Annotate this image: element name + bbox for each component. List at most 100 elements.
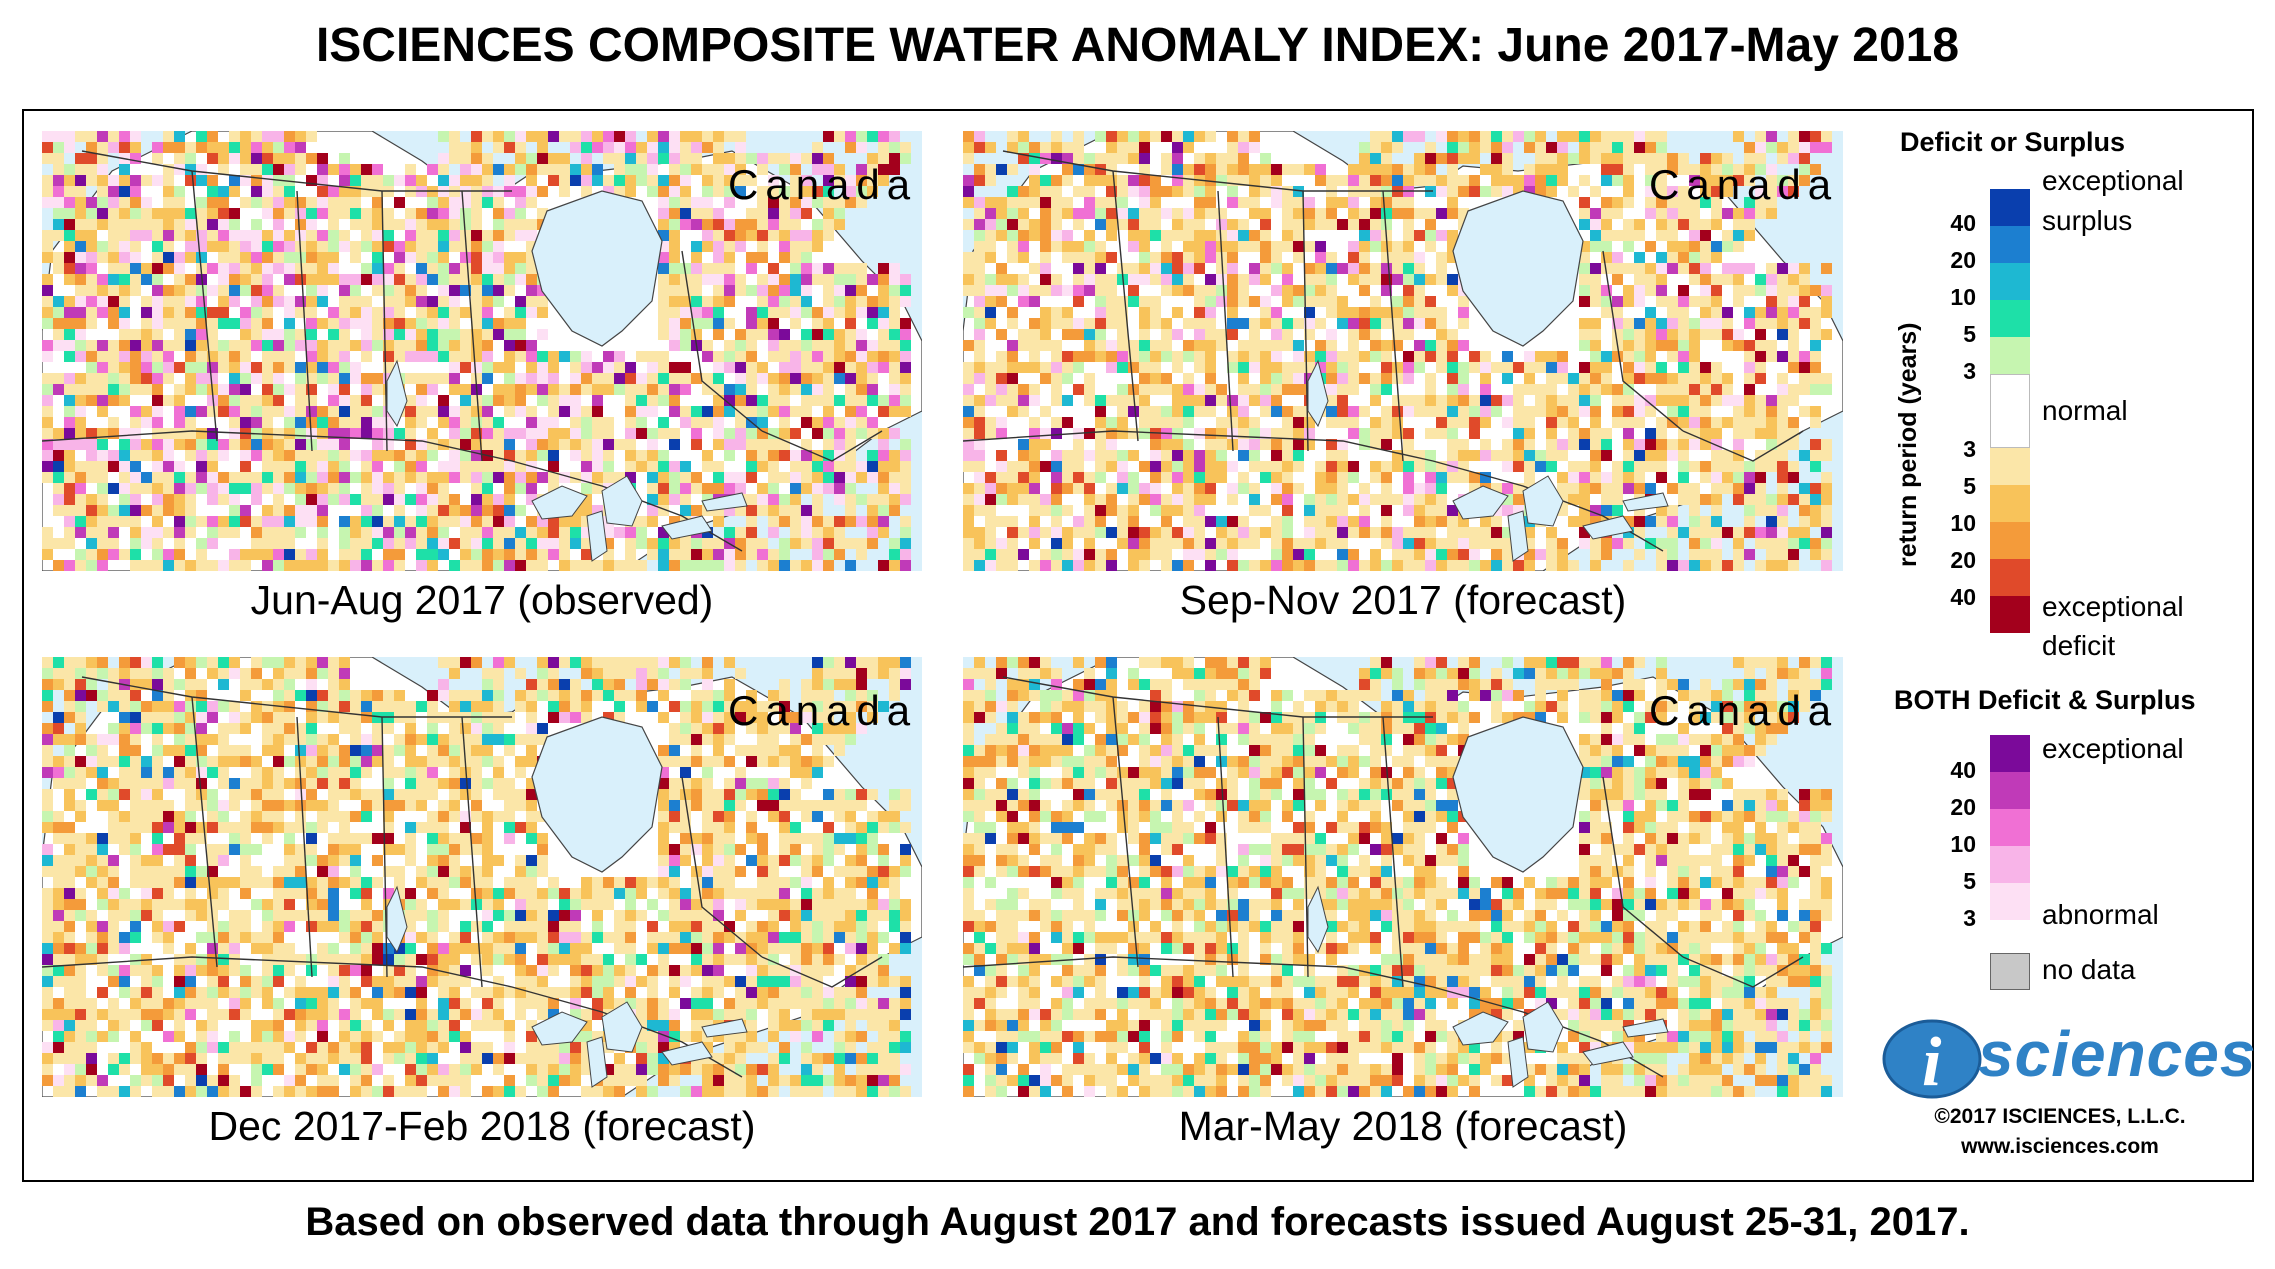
lake-huron bbox=[601, 475, 643, 527]
lake-erie bbox=[1582, 1041, 1634, 1066]
province-border bbox=[1602, 776, 1684, 958]
lake-michigan bbox=[1507, 510, 1529, 562]
legend-heading-deficit-surplus: Deficit or Surplus bbox=[1900, 127, 2126, 157]
map-anomaly-cells bbox=[42, 131, 911, 571]
legend-swatch-deficit-4 bbox=[1990, 559, 2030, 596]
legend-swatch-deficit-1 bbox=[1990, 448, 2030, 485]
legend: Deficit or Surplus return period (years)… bbox=[1880, 125, 2240, 1175]
province-border bbox=[1382, 716, 1404, 988]
legend-swatch-both-5 bbox=[1990, 883, 2030, 920]
legend-deficit-label-top: exceptional bbox=[2042, 591, 2184, 622]
legend-both-label-bottom: abnormal bbox=[2042, 899, 2159, 930]
province-border bbox=[1682, 956, 1804, 988]
website-link[interactable]: www.isciences.com bbox=[1961, 1135, 2159, 1158]
logo-i-icon: i bbox=[1882, 1019, 1982, 1101]
lake-superior bbox=[1452, 1011, 1509, 1046]
legend-swatch-surplus-5 bbox=[1990, 337, 2030, 374]
lake-winnipeg bbox=[386, 359, 408, 428]
lake-erie bbox=[661, 515, 713, 540]
lake-ontario bbox=[701, 492, 748, 512]
logo-text: sciences bbox=[1978, 1018, 2257, 1090]
isciences-logo: i sciences bbox=[1880, 1015, 2255, 1105]
legend-surplus-label-top: exceptional bbox=[2042, 165, 2184, 196]
canada-anomaly-map bbox=[963, 131, 1843, 571]
province-border bbox=[681, 250, 763, 432]
legend-swatch-deficit-2 bbox=[1990, 485, 2030, 522]
province-border bbox=[296, 190, 313, 452]
legend-swatch-deficit-3 bbox=[1990, 522, 2030, 559]
region-label: Canada bbox=[1649, 687, 1839, 734]
lake-superior bbox=[531, 485, 588, 520]
province-border bbox=[81, 676, 512, 718]
lake-superior bbox=[531, 1011, 588, 1046]
province-border bbox=[963, 956, 1664, 1078]
lake-ontario bbox=[701, 1018, 748, 1038]
legend-tick: 5 bbox=[1963, 868, 1976, 894]
legend-tick: 5 bbox=[1963, 473, 1976, 499]
canada-anomaly-map bbox=[42, 657, 922, 1097]
lake-michigan bbox=[1507, 1036, 1529, 1088]
province-border bbox=[461, 190, 483, 462]
panel-caption: Dec 2017-Feb 2018 (forecast) bbox=[208, 1103, 756, 1149]
legend-deficit-label-bottom: deficit bbox=[2042, 630, 2116, 661]
lake-huron bbox=[1522, 475, 1564, 527]
legend-swatch-surplus-3 bbox=[1990, 263, 2030, 300]
province-border bbox=[461, 716, 483, 988]
lake-ontario bbox=[1622, 492, 1669, 512]
legend-tick: 3 bbox=[1963, 436, 1976, 462]
province-border bbox=[381, 716, 388, 978]
legend-tick: 10 bbox=[1950, 831, 1976, 857]
map-panel-sep-nov-2017: Canada bbox=[963, 131, 1843, 571]
legend-normal-label: normal bbox=[2042, 395, 2128, 426]
map-anomaly-cells bbox=[42, 657, 911, 1097]
province-border bbox=[1002, 150, 1433, 192]
region-label: Canada bbox=[1649, 161, 1839, 208]
copyright-text: ©2017 ISCIENCES, L.L.C. bbox=[1934, 1105, 2186, 1128]
legend-surplus-label-bottom: surplus bbox=[2042, 205, 2133, 236]
legend-tick: 3 bbox=[1963, 905, 1976, 931]
hudson-bay bbox=[1452, 716, 1584, 873]
map-panel-dec-feb-2018: Canada bbox=[42, 657, 922, 1097]
province-border bbox=[681, 776, 763, 958]
lake-winnipeg bbox=[1307, 359, 1329, 428]
province-border bbox=[1682, 430, 1804, 462]
logo-letter: i bbox=[1922, 1024, 1942, 1101]
map-panel-jun-aug-2017: Canada bbox=[42, 131, 922, 571]
legend-tick: 20 bbox=[1950, 247, 1976, 273]
province-border bbox=[1302, 190, 1309, 452]
province-border bbox=[42, 430, 743, 552]
legend-tick: 20 bbox=[1950, 794, 1976, 820]
map-anomaly-cells bbox=[963, 657, 1832, 1097]
canada-anomaly-map bbox=[963, 657, 1843, 1097]
panel-caption: Sep-Nov 2017 (forecast) bbox=[1179, 577, 1627, 623]
region-label: Canada bbox=[728, 161, 918, 208]
province-border bbox=[81, 150, 512, 192]
legend-swatch-normal bbox=[1990, 374, 2030, 448]
figure-frame bbox=[22, 109, 2254, 1182]
lake-superior bbox=[1452, 485, 1509, 520]
map-panel-mar-may-2018: Canada bbox=[963, 657, 1843, 1097]
legend-tick: 40 bbox=[1950, 210, 1976, 236]
legend-swatch-surplus-2 bbox=[1990, 226, 2030, 263]
legend-swatch-both-2 bbox=[1990, 772, 2030, 809]
lake-erie bbox=[1582, 515, 1634, 540]
legend-swatch-deficit-5 bbox=[1990, 596, 2030, 633]
province-border bbox=[42, 956, 743, 1078]
hudson-bay bbox=[531, 716, 663, 873]
legend-axis-label: return period (years) bbox=[1894, 322, 1922, 567]
province-border bbox=[1217, 190, 1234, 452]
lake-winnipeg bbox=[386, 885, 408, 954]
province-border bbox=[761, 430, 883, 462]
lake-huron bbox=[1522, 1001, 1564, 1053]
legend-swatch-both-1 bbox=[1990, 735, 2030, 772]
legend-tick: 40 bbox=[1950, 757, 1976, 783]
legend-swatch-both-3 bbox=[1990, 809, 2030, 846]
legend-swatch-surplus-1 bbox=[1990, 189, 2030, 226]
province-border bbox=[381, 190, 388, 452]
hudson-bay bbox=[531, 190, 663, 347]
legend-swatch-both-4 bbox=[1990, 846, 2030, 883]
legend-swatch-surplus-4 bbox=[1990, 300, 2030, 337]
panel-caption: Jun-Aug 2017 (observed) bbox=[250, 577, 714, 623]
lake-erie bbox=[661, 1041, 713, 1066]
province-border bbox=[191, 170, 218, 442]
